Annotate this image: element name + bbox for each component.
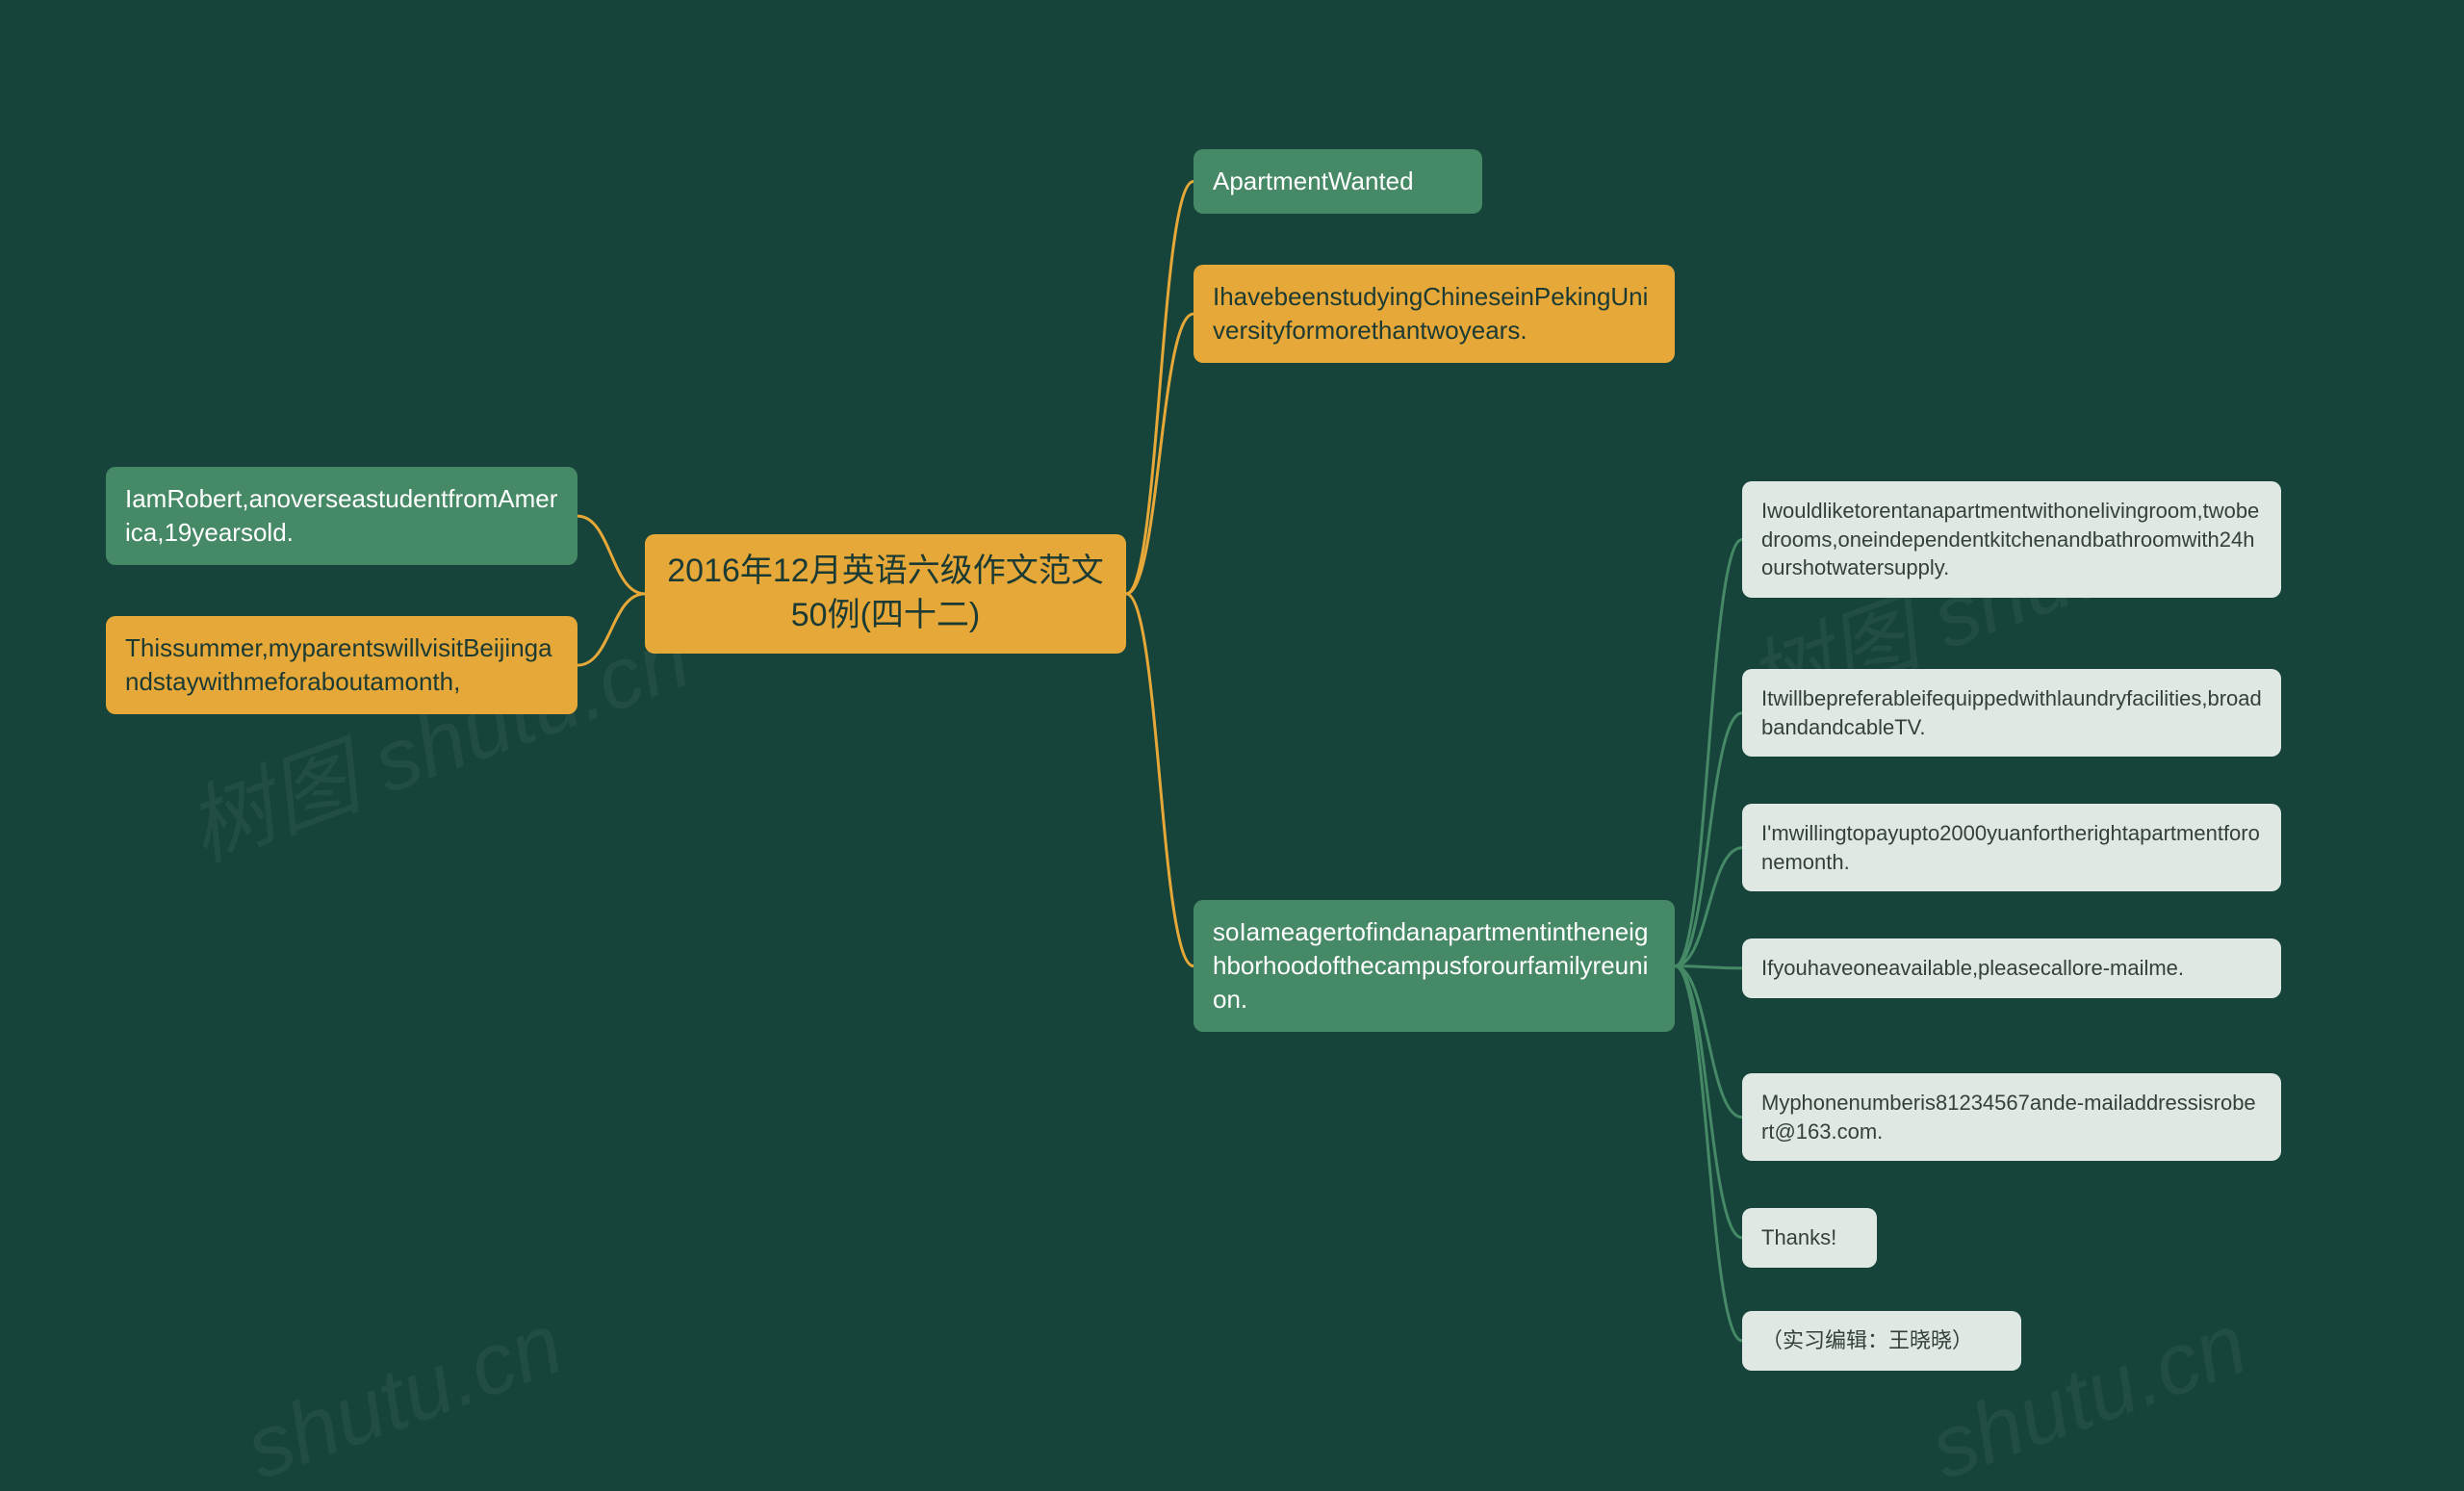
connector-edge [1675, 966, 1742, 968]
connector-edge [1126, 314, 1194, 594]
mindmap-node-l1: Iwouldliketorentanapartmentwithoneliving… [1742, 481, 2281, 598]
mindmap-node-left2: Thissummer,myparentswillvisitBeijingands… [106, 616, 578, 714]
connector-edge [1675, 540, 1742, 966]
connector-edge [578, 594, 645, 665]
connector-edge [1126, 182, 1194, 594]
connector-edge [578, 516, 645, 594]
mindmap-node-l4: Ifyouhaveoneavailable,pleasecallore-mail… [1742, 938, 2281, 998]
connector-edge [1675, 713, 1742, 966]
mindmap-node-r2: IhavebeenstudyingChineseinPekingUniversi… [1194, 265, 1675, 363]
mindmap-node-l6: Thanks! [1742, 1208, 1877, 1268]
mindmap-node-r3: soIameagertofindanapartmentintheneighbor… [1194, 900, 1675, 1032]
connector-edge [1675, 966, 1742, 1341]
connector-edge [1675, 966, 1742, 1238]
mindmap-node-l3: I'mwillingtopayupto2000yuanfortherightap… [1742, 804, 2281, 891]
watermark: shutu.cn [234, 1295, 576, 1491]
mindmap-node-l7: （实习编辑：王晓晓） [1742, 1311, 2021, 1371]
mindmap-node-r1: ApartmentWanted [1194, 149, 1482, 214]
connector-edge [1675, 848, 1742, 966]
mindmap-node-l2: Itwillbepreferableifequippedwithlaundryf… [1742, 669, 2281, 757]
mindmap-node-root: 2016年12月英语六级作文范文50例(四十二) [645, 534, 1126, 654]
connector-edge [1675, 966, 1742, 1118]
mindmap-node-left1: IamRobert,anoverseastudentfromAmerica,19… [106, 467, 578, 565]
connector-edge [1126, 594, 1194, 966]
mindmap-node-l5: Myphonenumberis81234567ande-mailaddressi… [1742, 1073, 2281, 1161]
